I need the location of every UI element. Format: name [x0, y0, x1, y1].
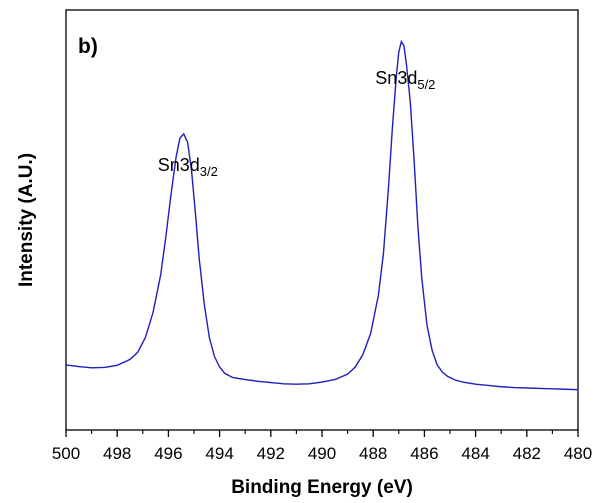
y-axis-title: Intensity (A.U.) [16, 153, 37, 287]
panel-label: b) [78, 35, 98, 58]
peak-label-sn3d-5-2: Sn3d5/2 [375, 68, 435, 92]
peak-label-base: Sn3d [375, 68, 417, 88]
x-tick-label: 498 [103, 444, 131, 463]
x-tick-label: 488 [359, 444, 387, 463]
peak-label-subscript: 5/2 [417, 77, 435, 92]
plot-frame [65, 9, 579, 431]
peak-label-sn3d-3-2: Sn3d3/2 [158, 155, 218, 179]
x-tick-label: 500 [52, 444, 80, 463]
x-axis-title: Binding Energy (eV) [231, 477, 413, 498]
x-tick-label: 496 [154, 444, 182, 463]
x-tick-label: 484 [461, 444, 489, 463]
x-tick-label: 480 [564, 444, 592, 463]
x-tick-label: 492 [257, 444, 285, 463]
spectrum-line [65, 39, 579, 391]
x-tick-label: 482 [513, 444, 541, 463]
x-axis-tick-labels: 500 498 496 494 492 490 488 486 484 482 480 [52, 444, 592, 463]
x-tick-label: 486 [410, 444, 438, 463]
x-tick-label: 494 [205, 444, 233, 463]
peak-label-base: Sn3d [158, 155, 200, 175]
peak-label-subscript: 3/2 [200, 164, 218, 179]
x-axis-ticks [65, 430, 579, 437]
x-tick-label: 490 [308, 444, 336, 463]
